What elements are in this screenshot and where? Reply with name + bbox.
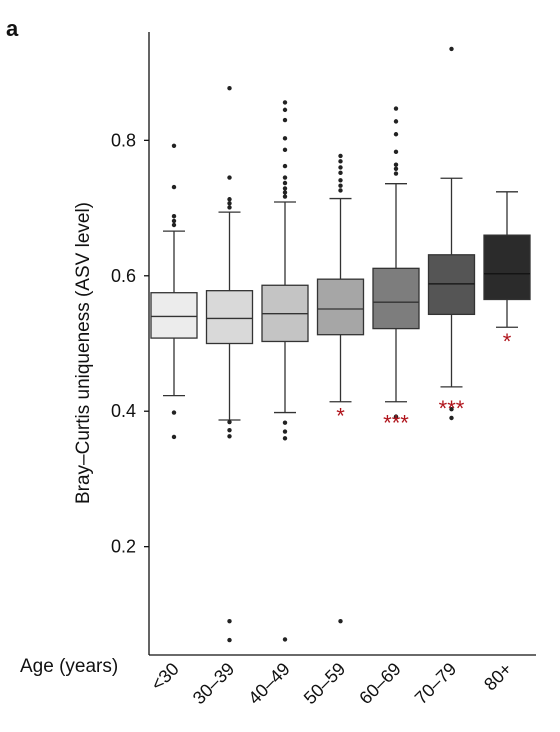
outlier-point: [393, 162, 399, 167]
outlier-point: [282, 100, 288, 105]
outlier-point: [282, 420, 288, 425]
outlier-point: [171, 434, 177, 440]
outlier-point: [171, 213, 177, 219]
outlier-point: [282, 190, 288, 195]
outlier-point: [171, 143, 177, 148]
significance-marker: *: [336, 404, 345, 429]
plot-area: 0.2 0.4 0.6 0.8 <30 30–39 40–49 * 50–59 *** 60–69 *…: [111, 32, 536, 708]
outlier-point: [282, 180, 288, 186]
box-1: [150, 292, 198, 339]
outlier-point: [171, 218, 177, 224]
x-tick-label: 60–69: [355, 659, 405, 709]
outlier-point: [227, 637, 232, 643]
x-tick-label: 50–59: [300, 659, 350, 709]
x-tick-label: 30–39: [189, 659, 239, 709]
x-tick-label: 80+: [480, 659, 516, 695]
box-7: [483, 234, 531, 301]
box-5: [372, 267, 420, 330]
outlier-point: [171, 222, 177, 228]
outlier-point: [282, 429, 288, 434]
outlier-point: [338, 153, 343, 159]
outlier-point: [227, 86, 232, 91]
panel-label: a: [6, 16, 19, 41]
x-tick-label: 70–79: [411, 659, 461, 709]
outlier-point: [393, 166, 399, 171]
outlier-point: [171, 410, 177, 415]
box-2: [205, 290, 254, 345]
box-4: [316, 278, 365, 336]
outlier-point: [282, 436, 288, 441]
outlier-point: [393, 414, 399, 419]
significance-marker: ***: [383, 411, 409, 436]
y-tick-label: 0.4: [111, 401, 136, 421]
y-tick-label: 0.2: [111, 537, 136, 557]
outlier-point: [338, 178, 343, 183]
outlier-point: [338, 165, 343, 170]
outlier-point: [282, 163, 288, 169]
outlier-point: [393, 171, 399, 176]
outlier-point: [282, 637, 288, 642]
outlier-point: [338, 170, 343, 176]
outlier-point: [338, 183, 343, 188]
outlier-point: [227, 197, 232, 202]
outlier-point: [338, 618, 343, 624]
y-axis-label: Bray–Curtis uniqueness (ASV level): [73, 202, 94, 504]
y-tick-label: 0.6: [111, 266, 136, 286]
x-tick-label: 40–49: [244, 659, 294, 709]
outlier-point: [449, 406, 454, 412]
significance-marker: ***: [439, 396, 465, 421]
outlier-point: [227, 419, 232, 425]
outlier-point: [282, 117, 288, 123]
x-tick-label: <30: [147, 659, 183, 695]
outlier-point: [282, 194, 288, 199]
outlier-point: [393, 119, 399, 124]
box-6: [427, 254, 476, 316]
outlier-point: [282, 107, 288, 113]
outlier-point: [449, 415, 454, 421]
outlier-point: [282, 147, 288, 153]
outlier-point: [227, 434, 232, 439]
outlier-point: [227, 201, 232, 206]
x-axis-label: Age (years): [20, 656, 118, 677]
outlier-point: [282, 186, 288, 191]
outlier-point: [227, 175, 232, 180]
outlier-point: [227, 427, 232, 433]
outlier-point: [282, 136, 288, 141]
outlier-point: [227, 618, 232, 624]
outlier-point: [393, 149, 399, 155]
outlier-point: [338, 188, 343, 193]
outlier-point: [282, 175, 288, 180]
outlier-point: [449, 46, 454, 52]
outlier-point: [338, 159, 343, 164]
y-tick-label: 0.8: [111, 130, 136, 150]
outlier-point: [393, 106, 399, 111]
outlier-point: [171, 184, 177, 190]
significance-marker: *: [503, 329, 512, 354]
outlier-point: [227, 205, 232, 210]
outlier-point: [393, 132, 399, 137]
